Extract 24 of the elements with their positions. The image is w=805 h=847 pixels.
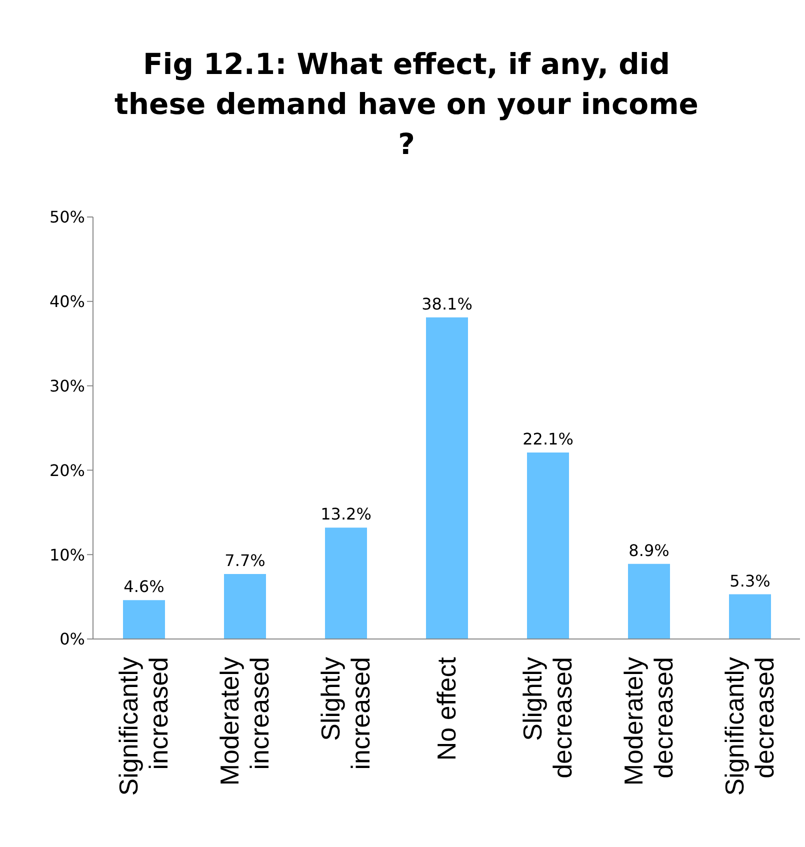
x-tick-label: No effect xyxy=(432,656,462,761)
y-tick-label: 0% xyxy=(60,630,85,649)
bar xyxy=(123,600,165,639)
data-label: 22.1% xyxy=(522,429,574,448)
bar xyxy=(426,317,468,639)
y-tick-label: 30% xyxy=(49,376,85,396)
data-label: 7.7% xyxy=(224,551,266,570)
data-label: 8.9% xyxy=(628,540,670,560)
bar xyxy=(527,452,569,639)
bar xyxy=(224,574,266,639)
chart-title: Fig 12.1: What effect, if any, did these demand have on your income ? xyxy=(114,46,700,163)
y-tick-label: 50% xyxy=(49,208,85,227)
bar xyxy=(628,564,670,639)
x-tick-label: Slightly decreased xyxy=(518,657,578,778)
data-label: 38.1% xyxy=(422,294,472,314)
data-label: 13.2% xyxy=(320,504,372,524)
data-label: 4.6% xyxy=(124,577,164,596)
y-tick-label: 10% xyxy=(49,545,85,564)
y-tick-label: 20% xyxy=(49,460,85,480)
bar xyxy=(325,528,367,639)
x-tick-label: Significantly increased xyxy=(114,657,174,796)
data-label: 5.3% xyxy=(730,571,770,590)
bar xyxy=(729,594,771,639)
y-tick-label: 40% xyxy=(49,292,85,312)
